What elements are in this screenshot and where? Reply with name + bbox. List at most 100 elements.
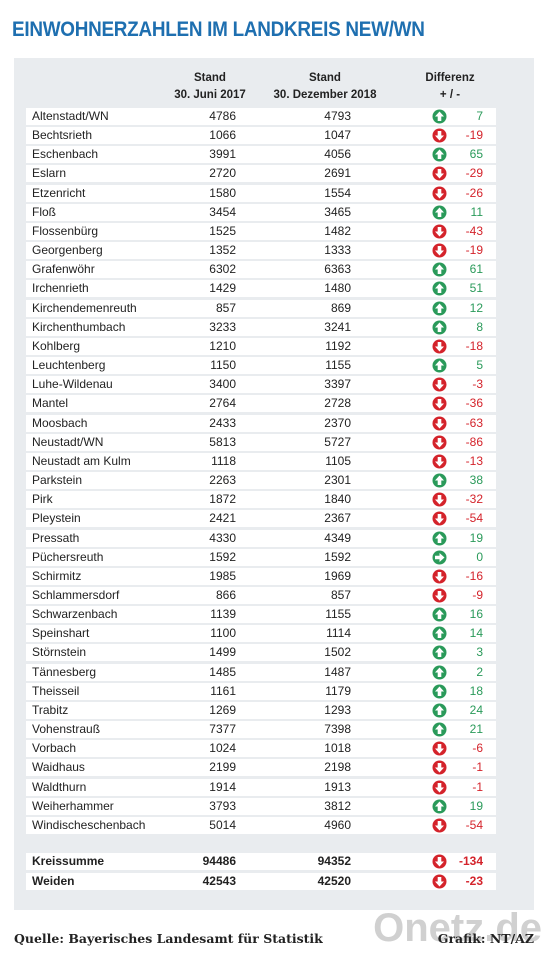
trend-arrow xyxy=(432,224,447,239)
difference: 21 xyxy=(469,722,483,737)
trend-arrow xyxy=(432,109,447,124)
source: Quelle: Bayerisches Landesamt für Statis… xyxy=(14,931,323,946)
trend-arrow xyxy=(432,243,447,258)
population-2017: 3793 xyxy=(209,798,236,813)
trend-arrow xyxy=(432,645,447,660)
population-2017: 3233 xyxy=(209,319,236,334)
population-2017: 6302 xyxy=(209,262,236,277)
population-2017: 1210 xyxy=(209,338,236,353)
table-row: Altenstadt/WN 4786 4793 7 xyxy=(26,108,496,125)
difference: -18 xyxy=(465,338,483,353)
municipality: Schlammersdorf xyxy=(32,588,120,602)
table-row: Flossenbürg 1525 1482 -43 xyxy=(26,222,496,240)
population-2018: 6363 xyxy=(324,262,351,277)
trend-arrow xyxy=(432,358,447,373)
population-2018: 1969 xyxy=(324,568,351,583)
table-row: Kirchenthumbach 3233 3241 8 xyxy=(26,318,496,336)
population-2017: 1161 xyxy=(210,683,236,698)
trend-arrow xyxy=(432,435,447,450)
population-2018: 1155 xyxy=(325,358,351,373)
population-2017: 857 xyxy=(215,300,236,315)
table-row: Kirchendemenreuth 857 869 12 xyxy=(26,299,496,317)
trend-arrow xyxy=(432,854,447,869)
table-row: Bechtsrieth 1066 1047 -19 xyxy=(26,127,496,145)
population-2017: 1914 xyxy=(209,779,236,794)
trend-arrow xyxy=(432,416,447,431)
difference: 7 xyxy=(476,109,483,123)
population-2017: 5813 xyxy=(209,434,236,449)
table-row: Vorbach 1024 1018 -6 xyxy=(26,740,496,758)
table-row: Waldthurn 1914 1913 -1 xyxy=(26,778,496,796)
municipality: Kirchendemenreuth xyxy=(32,300,137,315)
population-2017: 5014 xyxy=(209,817,236,832)
municipality: Grafenwöhr xyxy=(32,262,95,277)
trend-arrow xyxy=(432,492,447,507)
difference: 14 xyxy=(469,626,483,641)
population-2017: 94486 xyxy=(202,854,236,868)
municipality: Schwarzenbach xyxy=(32,607,118,622)
column-header: + / - xyxy=(439,89,461,101)
table-row: Neustadt/WN 5813 5727 -86 xyxy=(26,433,496,451)
table-row: Pirk 1872 1840 -32 xyxy=(26,491,496,509)
population-2018: 1502 xyxy=(324,645,351,660)
municipality: Tännesberg xyxy=(32,664,97,679)
difference: -13 xyxy=(465,453,483,468)
credit: Grafik: NT/AZ xyxy=(437,931,534,946)
table-row: Speinshart 1100 1114 14 xyxy=(26,625,496,643)
trend-arrow xyxy=(432,780,447,795)
table-row: Leuchtenberg 1150 1155 5 xyxy=(26,357,496,375)
population-2017: 1066 xyxy=(209,128,236,143)
difference: 11 xyxy=(470,204,483,219)
difference: 8 xyxy=(476,319,483,334)
population-2017: 1429 xyxy=(209,281,236,296)
difference: -134 xyxy=(458,854,483,868)
population-2018: 1487 xyxy=(324,664,351,679)
table-row: Störnstein 1499 1502 3 xyxy=(26,644,496,662)
trend-arrow xyxy=(432,339,447,354)
population-2017: 2720 xyxy=(209,166,236,181)
table-row: Georgenberg 1352 1333 -19 xyxy=(26,242,496,260)
municipality: Neustadt am Kulm xyxy=(32,453,131,468)
table-row: Theisseil 1161 1179 18 xyxy=(26,682,496,700)
population-2018: 1480 xyxy=(324,281,351,296)
trend-arrow xyxy=(432,377,447,392)
municipality: Püchersreuth xyxy=(32,549,104,564)
difference: 12 xyxy=(469,300,483,315)
trend-arrow xyxy=(432,320,447,335)
trend-arrow xyxy=(432,262,447,277)
table-row: Schirmitz 1985 1969 -16 xyxy=(26,567,496,585)
trend-arrow xyxy=(432,166,447,181)
population-2018: 857 xyxy=(330,588,351,602)
difference: -19 xyxy=(465,243,483,258)
table-row: Püchersreuth 1592 1592 0 xyxy=(26,548,496,566)
population-2017: 2263 xyxy=(209,473,236,488)
table-row: Schwarzenbach 1139 1155 16 xyxy=(26,606,496,624)
title: EINWOHNERZAHLEN IM LANDKREIS NEW/WN xyxy=(12,18,425,41)
municipality: Kirchenthumbach xyxy=(32,319,126,334)
population-2018: 869 xyxy=(330,300,351,315)
table-row: Pleystein 2421 2367 -54 xyxy=(26,510,496,528)
population-2017: 2199 xyxy=(209,760,236,775)
column-header: Differenz xyxy=(425,72,475,84)
trend-arrow xyxy=(432,186,447,201)
population-2018: 1554 xyxy=(324,185,351,200)
population-2018: 42520 xyxy=(317,874,351,888)
difference: 24 xyxy=(469,702,483,717)
population-2018: 3812 xyxy=(324,798,351,813)
trend-arrow xyxy=(432,703,447,718)
total-row: Weiden 42543 42520 -23 xyxy=(26,873,496,890)
municipality: Irchenrieth xyxy=(32,281,89,296)
difference: 18 xyxy=(469,683,483,698)
population-2017: 1985 xyxy=(209,568,236,583)
population-2018: 2370 xyxy=(324,415,351,430)
population-2018: 3241 xyxy=(324,319,351,334)
difference: -19 xyxy=(465,128,483,143)
population-2018: 1482 xyxy=(324,223,351,238)
table-row: Vohenstrauß 7377 7398 21 xyxy=(26,721,496,739)
population-2018: 2691 xyxy=(324,166,351,181)
table-row: Irchenrieth 1429 1480 51 xyxy=(26,280,496,298)
trend-arrow xyxy=(432,511,447,526)
population-2017: 2764 xyxy=(209,396,236,411)
population-2017: 42543 xyxy=(202,874,236,888)
